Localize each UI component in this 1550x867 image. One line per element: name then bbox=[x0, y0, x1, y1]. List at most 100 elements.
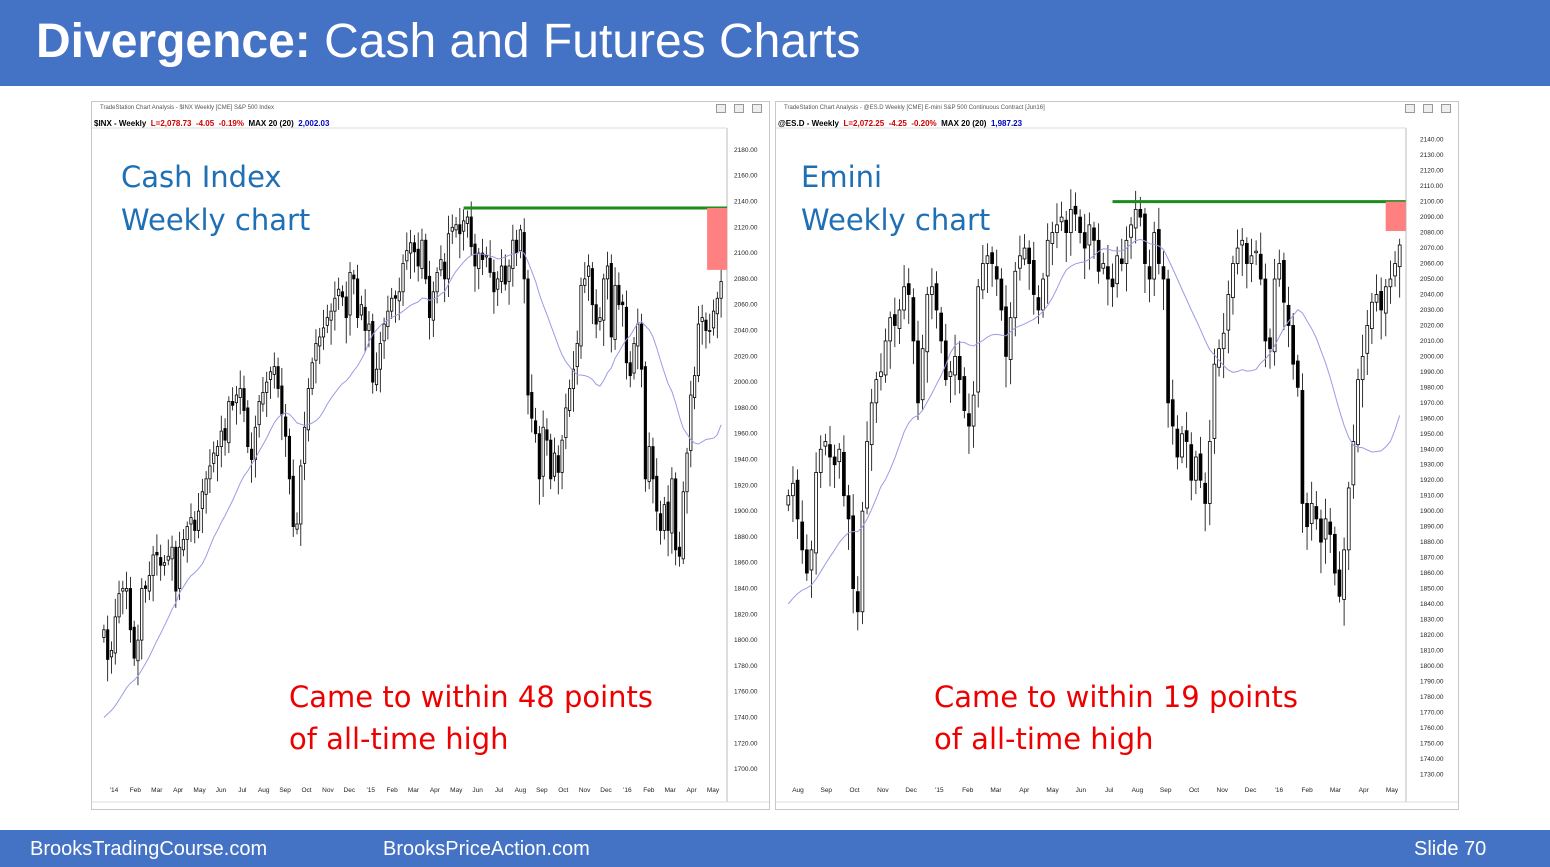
bull-candle bbox=[212, 452, 216, 464]
bull-candle bbox=[215, 446, 220, 457]
y-tick-label: 2000.00 bbox=[1420, 353, 1444, 360]
y-tick-label: 1950.00 bbox=[1420, 431, 1444, 438]
y-tick-label: 2060.00 bbox=[734, 302, 758, 309]
footer-link-brookstradingcourse[interactable]: BrooksTradingCourse.com bbox=[30, 838, 268, 860]
bull-candle bbox=[613, 284, 617, 340]
bear-candle bbox=[1036, 297, 1041, 311]
bull-candle bbox=[1087, 224, 1092, 246]
y-tick-label: 2180.00 bbox=[734, 147, 758, 154]
bear-candle bbox=[291, 475, 295, 527]
bull-candle bbox=[1059, 216, 1064, 223]
bull-candle bbox=[113, 616, 117, 654]
maximize-button[interactable] bbox=[1423, 104, 1433, 113]
bull-candle bbox=[401, 263, 405, 293]
bull-candle bbox=[477, 252, 481, 269]
bear-candle bbox=[1314, 506, 1319, 520]
y-tick-label: 1740.00 bbox=[1420, 756, 1444, 763]
bull-candle bbox=[883, 340, 888, 376]
bull-candle bbox=[662, 504, 666, 531]
bull-candle bbox=[1323, 518, 1328, 540]
bull-candle bbox=[953, 356, 957, 376]
bull-candle bbox=[715, 297, 719, 315]
y-tick-label: 1840.00 bbox=[1420, 601, 1444, 608]
legend-ma-label: MAX 20 (20) bbox=[248, 119, 294, 128]
x-tick-label: Dec bbox=[344, 787, 356, 794]
x-tick-label: Nov bbox=[1217, 787, 1229, 794]
bull-candle bbox=[496, 278, 500, 290]
bull-candle bbox=[329, 310, 333, 321]
bear-candle bbox=[1245, 243, 1249, 264]
x-tick-label: Apr bbox=[1359, 787, 1370, 794]
bull-candle bbox=[552, 452, 557, 477]
bull-candle bbox=[272, 366, 276, 375]
close-button[interactable] bbox=[1441, 104, 1451, 113]
bull-candle bbox=[431, 291, 435, 321]
y-tick-label: 2130.00 bbox=[1420, 152, 1444, 159]
bull-candle bbox=[219, 430, 223, 447]
bull-candle bbox=[564, 407, 568, 438]
y-tick-label: 2080.00 bbox=[1420, 230, 1444, 237]
y-tick-label: 1980.00 bbox=[1420, 384, 1444, 391]
y-tick-label: 1770.00 bbox=[1420, 709, 1444, 716]
bear-candle bbox=[1082, 232, 1087, 249]
bear-candle bbox=[842, 451, 846, 497]
bull-candle bbox=[200, 491, 204, 509]
bull-candle bbox=[700, 317, 704, 322]
bear-candle bbox=[1295, 360, 1300, 388]
close-button[interactable] bbox=[752, 104, 762, 113]
bull-candle bbox=[1360, 356, 1365, 381]
minimize-button[interactable] bbox=[716, 104, 726, 113]
bear-candle bbox=[1078, 216, 1082, 233]
y-tick-label: 1800.00 bbox=[734, 637, 758, 644]
bear-candle bbox=[1110, 278, 1115, 288]
maximize-button[interactable] bbox=[734, 104, 744, 113]
bear-candle bbox=[643, 366, 647, 480]
bear-candle bbox=[990, 252, 994, 264]
bull-candle bbox=[405, 250, 409, 262]
bull-candle bbox=[711, 310, 716, 329]
bull-candle bbox=[446, 233, 451, 280]
bull-candle bbox=[295, 523, 299, 530]
bear-candle bbox=[1106, 266, 1110, 280]
gap-to-high-box bbox=[707, 207, 728, 270]
x-tick-label: '16 bbox=[1275, 787, 1284, 794]
bull-candle bbox=[196, 510, 201, 531]
bear-candle bbox=[828, 444, 832, 458]
bear-candle bbox=[503, 265, 507, 285]
bear-candle bbox=[962, 376, 967, 411]
chart-window-caption: TradeStation Chart Analysis - @ES.D Week… bbox=[784, 105, 1045, 111]
bear-candle bbox=[800, 521, 805, 551]
bull-candle bbox=[575, 342, 579, 368]
x-tick-label: Feb bbox=[387, 787, 399, 794]
bear-candle bbox=[594, 304, 598, 325]
x-tick-label: Mar bbox=[1330, 787, 1342, 794]
bull-candle bbox=[1231, 263, 1235, 298]
bull-candle bbox=[109, 650, 114, 658]
bull-candle bbox=[333, 297, 337, 312]
bull-candle bbox=[1351, 441, 1356, 486]
legend-ma-value: 1,987.23 bbox=[990, 119, 1023, 128]
bull-candle bbox=[897, 309, 902, 329]
y-tick-label: 2120.00 bbox=[734, 224, 758, 231]
bull-candle bbox=[869, 402, 874, 446]
bull-candle bbox=[948, 371, 953, 377]
bear-candle bbox=[994, 266, 999, 280]
bull-candle bbox=[818, 448, 823, 473]
bull-candle bbox=[865, 441, 869, 509]
annotation-line-1: Came to within 19 points bbox=[934, 680, 1299, 714]
y-tick-label: 1880.00 bbox=[1420, 539, 1444, 546]
bear-candle bbox=[832, 456, 837, 466]
footer-link-brookspriceaction[interactable]: BrooksPriceAction.com bbox=[383, 838, 590, 860]
x-tick-label: Feb bbox=[643, 787, 655, 794]
bull-candle bbox=[1045, 239, 1050, 277]
bear-candle bbox=[1092, 227, 1096, 241]
minimize-button[interactable] bbox=[1405, 104, 1415, 113]
bear-candle bbox=[1337, 569, 1342, 597]
bull-candle bbox=[1069, 208, 1073, 233]
bear-candle bbox=[1189, 444, 1194, 481]
bull-candle bbox=[435, 272, 439, 293]
bull-candle bbox=[696, 323, 700, 377]
bear-candle bbox=[556, 455, 560, 473]
bear-candle bbox=[1319, 518, 1323, 543]
bear-candle bbox=[469, 216, 473, 248]
